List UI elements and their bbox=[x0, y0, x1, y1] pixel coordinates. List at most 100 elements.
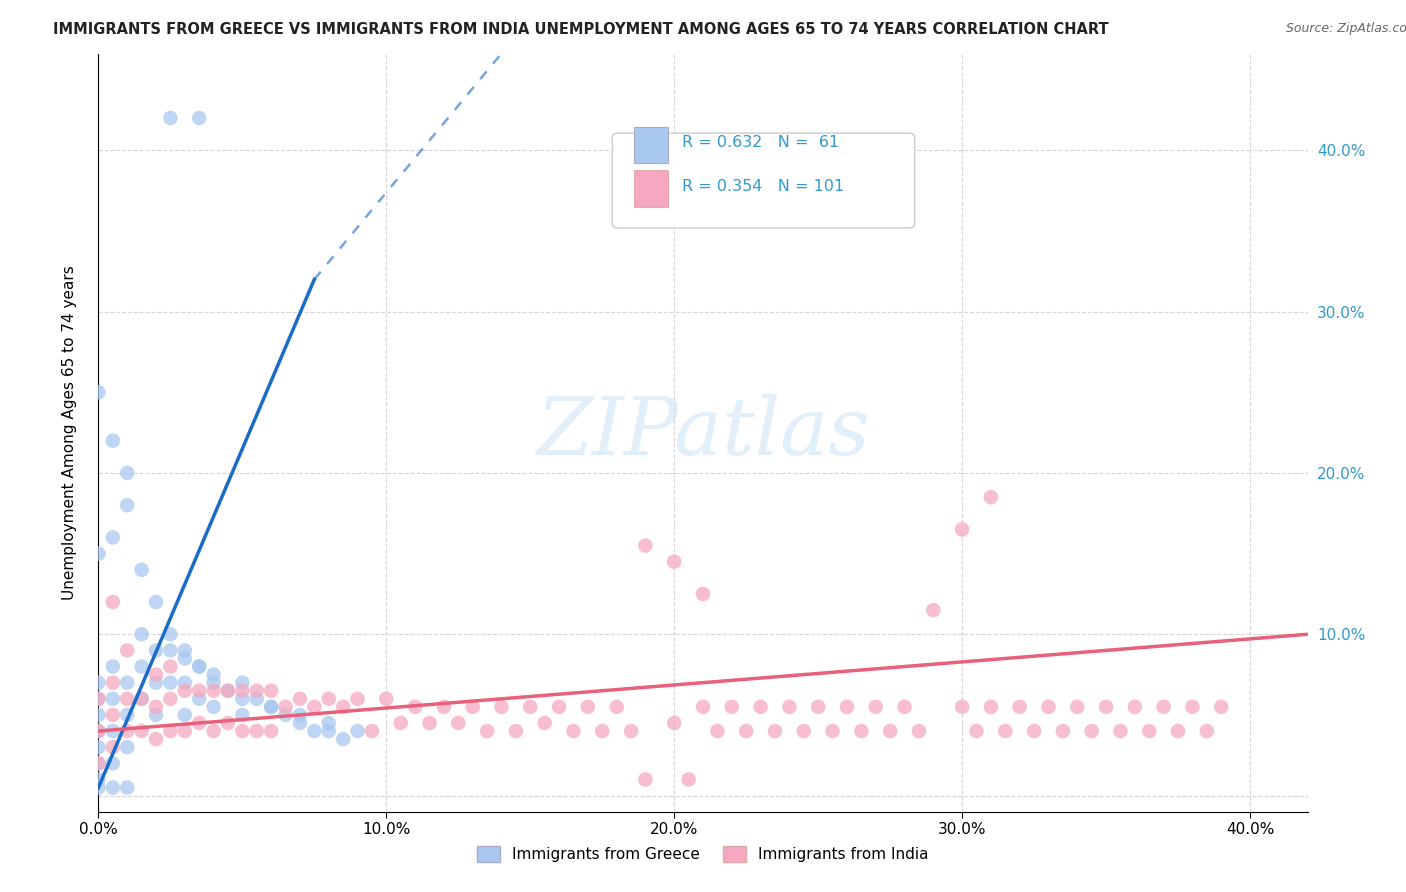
Point bbox=[1167, 724, 1189, 739]
Point bbox=[131, 691, 153, 706]
Point bbox=[908, 724, 931, 739]
Point bbox=[173, 651, 195, 665]
Point bbox=[115, 780, 138, 795]
Point bbox=[115, 691, 138, 706]
Point bbox=[1022, 724, 1045, 739]
Point bbox=[115, 498, 138, 512]
Point bbox=[735, 724, 758, 739]
Point bbox=[115, 643, 138, 657]
Point bbox=[749, 699, 772, 714]
Point bbox=[922, 603, 945, 617]
Point bbox=[101, 659, 124, 673]
Point bbox=[346, 691, 368, 706]
Point bbox=[159, 111, 181, 125]
Point bbox=[131, 724, 153, 739]
Point bbox=[576, 699, 599, 714]
Point bbox=[145, 643, 167, 657]
Point bbox=[87, 772, 110, 787]
Point bbox=[246, 683, 269, 698]
Point bbox=[87, 724, 110, 739]
Point bbox=[475, 724, 498, 739]
Point bbox=[375, 691, 398, 706]
Point bbox=[1080, 724, 1102, 739]
Point bbox=[591, 724, 613, 739]
Point bbox=[1109, 724, 1132, 739]
Point bbox=[1052, 724, 1074, 739]
Point bbox=[188, 716, 211, 731]
Point bbox=[202, 675, 225, 690]
Point bbox=[288, 707, 311, 722]
Point bbox=[246, 691, 269, 706]
Point bbox=[115, 724, 138, 739]
Point bbox=[217, 683, 239, 698]
Point bbox=[145, 699, 167, 714]
Point bbox=[505, 724, 527, 739]
Point bbox=[260, 724, 283, 739]
Point bbox=[87, 691, 110, 706]
Point bbox=[173, 675, 195, 690]
Point bbox=[404, 699, 426, 714]
Text: IMMIGRANTS FROM GREECE VS IMMIGRANTS FROM INDIA UNEMPLOYMENT AMONG AGES 65 TO 74: IMMIGRANTS FROM GREECE VS IMMIGRANTS FRO… bbox=[53, 22, 1109, 37]
Bar bbox=[634, 127, 668, 163]
Point bbox=[461, 699, 484, 714]
Point bbox=[231, 683, 253, 698]
Point bbox=[87, 740, 110, 755]
Point bbox=[1123, 699, 1146, 714]
Point bbox=[173, 643, 195, 657]
Point bbox=[159, 627, 181, 641]
Point bbox=[807, 699, 830, 714]
Point bbox=[1038, 699, 1060, 714]
Point bbox=[131, 563, 153, 577]
Point bbox=[447, 716, 470, 731]
Point bbox=[87, 547, 110, 561]
Point bbox=[159, 659, 181, 673]
Point bbox=[1181, 699, 1204, 714]
Point bbox=[159, 691, 181, 706]
Point bbox=[87, 756, 110, 771]
Point bbox=[491, 699, 513, 714]
Text: Source: ZipAtlas.com: Source: ZipAtlas.com bbox=[1286, 22, 1406, 36]
Bar bbox=[634, 170, 668, 207]
Point bbox=[620, 724, 643, 739]
Point bbox=[87, 780, 110, 795]
Point bbox=[548, 699, 571, 714]
Point bbox=[145, 707, 167, 722]
Point bbox=[159, 643, 181, 657]
Point bbox=[1153, 699, 1175, 714]
Point bbox=[835, 699, 858, 714]
Point bbox=[131, 691, 153, 706]
Point bbox=[101, 756, 124, 771]
Point bbox=[950, 699, 973, 714]
Point bbox=[101, 675, 124, 690]
Point bbox=[865, 699, 887, 714]
Point bbox=[159, 675, 181, 690]
Point bbox=[893, 699, 915, 714]
Point bbox=[159, 724, 181, 739]
Point bbox=[202, 683, 225, 698]
Point bbox=[778, 699, 800, 714]
Legend: Immigrants from Greece, Immigrants from India: Immigrants from Greece, Immigrants from … bbox=[471, 840, 935, 869]
Point bbox=[606, 699, 628, 714]
Point bbox=[87, 724, 110, 739]
Point bbox=[533, 716, 555, 731]
Point bbox=[87, 756, 110, 771]
Point bbox=[389, 716, 412, 731]
Point bbox=[173, 724, 195, 739]
Point bbox=[304, 724, 326, 739]
Point bbox=[318, 716, 340, 731]
Point bbox=[288, 716, 311, 731]
Point bbox=[87, 707, 110, 722]
Point bbox=[332, 732, 354, 747]
Point bbox=[634, 539, 657, 553]
Point bbox=[202, 724, 225, 739]
Point bbox=[950, 523, 973, 537]
Point bbox=[260, 699, 283, 714]
Point bbox=[115, 707, 138, 722]
Point bbox=[231, 707, 253, 722]
Point bbox=[288, 691, 311, 706]
Text: R = 0.632   N =  61: R = 0.632 N = 61 bbox=[682, 136, 839, 151]
Point bbox=[115, 740, 138, 755]
Point bbox=[1095, 699, 1118, 714]
Text: ZIPatlas: ZIPatlas bbox=[536, 394, 870, 471]
Point bbox=[274, 699, 297, 714]
